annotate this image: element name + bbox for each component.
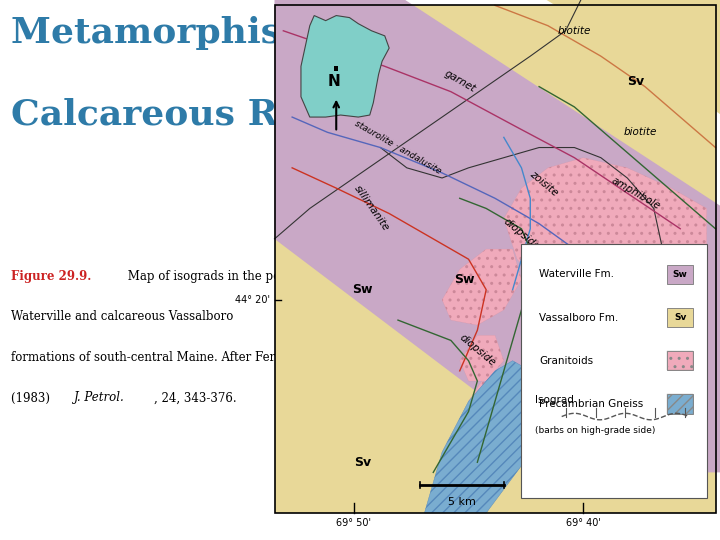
Polygon shape bbox=[274, 0, 720, 472]
Text: Sv: Sv bbox=[354, 456, 372, 469]
Text: Sw: Sw bbox=[672, 270, 688, 279]
Text: Sw: Sw bbox=[353, 283, 373, 296]
Polygon shape bbox=[274, 5, 716, 513]
Text: Waterville and calcareous Vassalboro: Waterville and calcareous Vassalboro bbox=[11, 310, 233, 323]
Text: Waterville Fm.: Waterville Fm. bbox=[539, 269, 614, 279]
Text: 69° 50': 69° 50' bbox=[336, 518, 372, 529]
Text: , 24, 343-376.: , 24, 343-376. bbox=[154, 392, 237, 404]
Text: N: N bbox=[328, 74, 341, 89]
Text: Precambrian Gneiss: Precambrian Gneiss bbox=[539, 399, 644, 409]
Text: Granitoids: Granitoids bbox=[539, 356, 593, 366]
Text: 44° 20': 44° 20' bbox=[235, 295, 270, 305]
Text: (barbs on high-grade side): (barbs on high-grade side) bbox=[535, 426, 655, 435]
Text: J. Petrol.: J. Petrol. bbox=[74, 392, 125, 404]
Text: staurolite · andalusite: staurolite · andalusite bbox=[353, 119, 443, 176]
Bar bbox=[667, 394, 693, 414]
Polygon shape bbox=[460, 335, 504, 381]
Text: Map of isograds in the pelitic: Map of isograds in the pelitic bbox=[124, 270, 303, 283]
Text: biotite: biotite bbox=[558, 26, 591, 36]
Text: Sv: Sv bbox=[628, 75, 644, 88]
Text: Isograd: Isograd bbox=[535, 395, 574, 406]
Bar bbox=[335, 66, 338, 71]
Text: Sv: Sv bbox=[674, 313, 686, 322]
Polygon shape bbox=[504, 158, 706, 310]
Text: diopside: diopside bbox=[457, 333, 498, 368]
Text: 5 km: 5 km bbox=[448, 497, 476, 507]
Text: Metamorphism of: Metamorphism of bbox=[11, 16, 372, 50]
Bar bbox=[667, 351, 693, 370]
Text: sillimanite: sillimanite bbox=[352, 184, 391, 233]
Bar bbox=[667, 265, 693, 284]
Text: (1983): (1983) bbox=[11, 392, 53, 404]
Polygon shape bbox=[469, 381, 495, 416]
Text: formations of south-central Maine. After Ferry: formations of south-central Maine. After… bbox=[11, 351, 287, 364]
Bar bbox=[667, 351, 693, 370]
Text: Vassalboro Fm.: Vassalboro Fm. bbox=[539, 313, 618, 322]
Text: biotite: biotite bbox=[624, 127, 657, 137]
Polygon shape bbox=[425, 361, 548, 513]
Text: Sw: Sw bbox=[454, 273, 474, 286]
Text: garnet: garnet bbox=[442, 69, 477, 94]
Text: zoisite: zoisite bbox=[528, 168, 559, 198]
Text: Calcareous Rocks: Calcareous Rocks bbox=[11, 97, 369, 131]
Bar bbox=[667, 394, 693, 414]
Text: diopside: diopside bbox=[502, 216, 541, 252]
Polygon shape bbox=[442, 249, 521, 325]
Bar bbox=[667, 308, 693, 327]
Bar bbox=[521, 244, 707, 498]
Polygon shape bbox=[301, 16, 390, 117]
Text: Figure 29.9.: Figure 29.9. bbox=[11, 270, 91, 283]
Polygon shape bbox=[539, 0, 720, 117]
Text: amphibole: amphibole bbox=[610, 175, 662, 211]
Text: 69° 40': 69° 40' bbox=[566, 518, 600, 529]
